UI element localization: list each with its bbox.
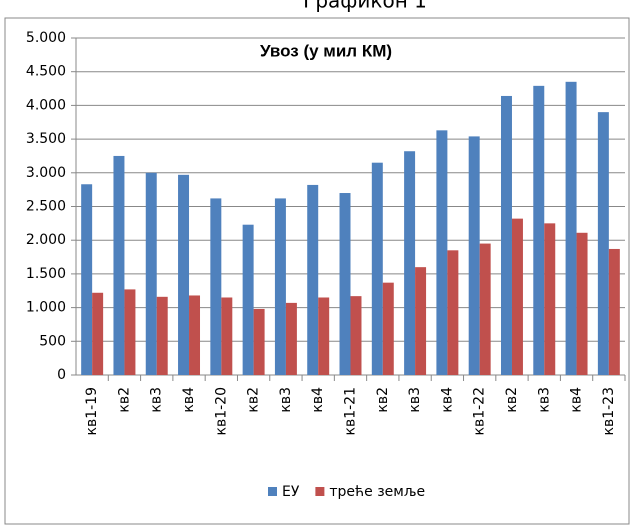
y-tick-label: 4.500 [26,64,66,80]
chart-title: Увоз (у мил КМ) [260,41,392,60]
bar [81,184,93,375]
bar [608,248,620,375]
bar [382,282,394,375]
bar [597,112,609,375]
y-tick-label: 3.000 [26,165,66,181]
x-tick-label: кв1-23 [601,387,617,435]
bar [479,243,491,375]
bar [274,198,286,375]
x-tick-label: кв1-21 [343,387,359,435]
y-tick-label: 2.000 [26,232,66,248]
bar [576,232,588,375]
y-tick-label: 500 [39,333,66,349]
x-tick-label: кв1-22 [472,387,488,435]
bar [565,81,577,375]
bar [533,85,545,375]
y-tick-label: 3.500 [26,131,66,147]
bar [210,198,222,375]
x-tick-label: кв4 [569,387,585,413]
bar [500,95,512,376]
y-tick-label: 1.000 [26,300,66,316]
x-tick-label: кв3 [536,387,552,413]
bar [350,296,362,375]
x-tick-label: кв2 [504,387,520,413]
legend-swatch [268,487,277,496]
legend-swatch [315,487,325,496]
bar [436,130,448,375]
bar [544,223,556,375]
y-tick-label: 4.000 [26,97,66,113]
bar [468,136,480,375]
bar [511,218,523,375]
x-tick-label: кв1-19 [84,387,100,435]
x-tick-label: кв3 [149,387,165,413]
x-tick-label: кв4 [439,387,455,413]
x-tick-label: кв4 [181,387,197,413]
bar [253,308,265,375]
bar [318,297,330,375]
bar [124,289,136,375]
bar [371,162,383,375]
x-tick-label: кв4 [310,387,326,413]
bar [285,302,297,375]
bar [242,224,254,375]
y-tick-label: 0 [57,367,66,383]
y-tick-label: 1.500 [26,266,66,282]
bar [339,193,351,375]
x-tick-label: кв3 [278,387,294,413]
y-tick-label: 5.000 [26,30,66,46]
y-tick-label: 2.500 [26,199,66,215]
bar [415,267,427,375]
x-tick-label: кв2 [375,387,391,413]
heading: Графикон 1 [303,0,427,13]
bar [189,295,201,375]
x-tick-label: кв3 [407,387,423,413]
x-tick-label: кв1-20 [213,387,229,435]
bar [156,296,168,375]
x-tick-label: кв2 [116,387,132,413]
legend-label: ЕУ [282,484,300,500]
bar [221,297,233,375]
bar [404,151,416,375]
bar [113,155,125,375]
x-tick-label: кв2 [246,387,262,413]
bar [145,172,157,375]
bar [447,250,459,375]
legend-label: треће земље [329,484,425,500]
bar [178,174,190,375]
bar [307,184,319,375]
bar [92,292,104,375]
